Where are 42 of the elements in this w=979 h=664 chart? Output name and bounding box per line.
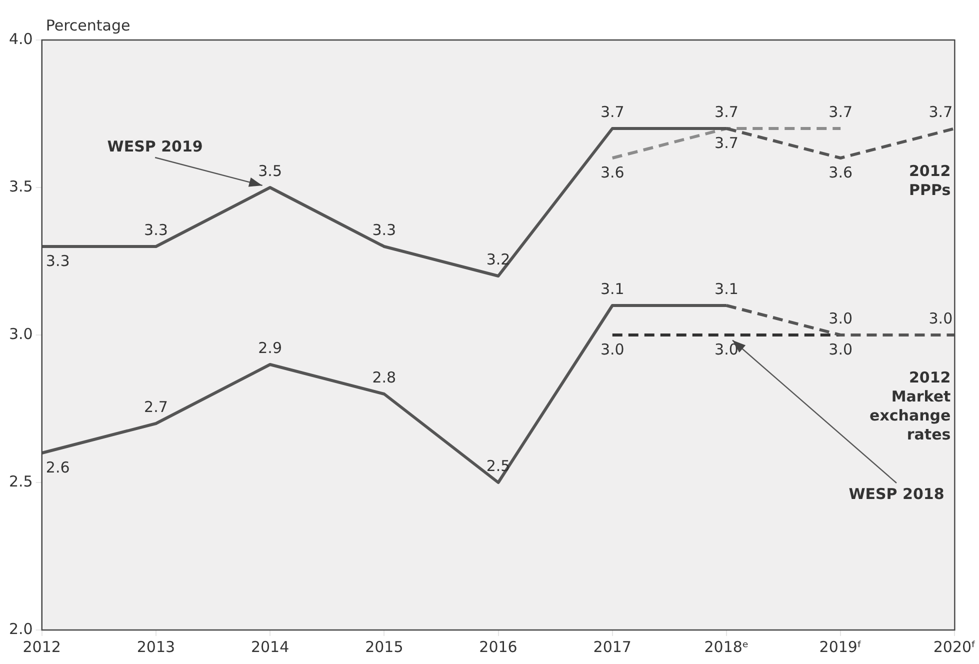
y-tick-label: 2.0 xyxy=(8,620,33,638)
data-label: 3.0 xyxy=(828,340,853,358)
x-tick-label: 2014 xyxy=(250,638,290,656)
x-tick-label: 2019ᶠ xyxy=(819,638,862,656)
data-label: 3.0 xyxy=(828,309,853,328)
y-axis-title: Percentage xyxy=(46,16,130,34)
data-label: 3.2 xyxy=(486,250,510,268)
data-label: 3.1 xyxy=(714,280,738,298)
data-label: 3.3 xyxy=(144,220,168,239)
x-tick-label: 2020ᶠ xyxy=(933,638,976,656)
data-label: 3.0 xyxy=(928,309,953,328)
data-label: 3.6 xyxy=(600,163,624,182)
data-label: 2.5 xyxy=(486,456,510,475)
data-label: 2.7 xyxy=(144,398,168,416)
data-label: 3.3 xyxy=(46,252,70,270)
data-label: 2.9 xyxy=(258,338,282,357)
y-tick-label: 2.5 xyxy=(8,472,33,490)
y-tick-label: 4.0 xyxy=(8,30,33,48)
annotation: 2012 PPPs xyxy=(908,162,951,199)
data-label: 3.7 xyxy=(828,102,853,121)
x-tick-label: 2013 xyxy=(136,638,176,656)
x-tick-label: 2017 xyxy=(593,638,632,656)
annotation: WESP 2018 xyxy=(848,484,944,503)
data-label: 3.7 xyxy=(714,102,738,121)
data-label: 3.7 xyxy=(600,102,624,121)
x-tick-label: 2015 xyxy=(365,638,404,656)
annotation: 2012 Market exchange rates xyxy=(870,368,951,444)
data-label: 3.0 xyxy=(600,340,624,358)
data-label: 3.7 xyxy=(714,134,738,152)
x-tick-label: 2012 xyxy=(22,638,61,656)
y-tick-label: 3.0 xyxy=(8,324,33,343)
data-label: 2.8 xyxy=(372,368,396,386)
data-label: 3.7 xyxy=(928,102,953,121)
annotation: WESP 2019 xyxy=(107,137,203,156)
data-label: 3.3 xyxy=(372,220,396,239)
data-label: 3.1 xyxy=(600,280,624,298)
data-label: 3.5 xyxy=(258,162,282,180)
x-tick-label: 2018ᵉ xyxy=(704,638,749,656)
data-label: 3.6 xyxy=(828,163,853,182)
x-tick-label: 2016 xyxy=(479,638,518,656)
y-tick-label: 3.5 xyxy=(8,177,33,196)
data-label: 2.6 xyxy=(46,458,70,476)
